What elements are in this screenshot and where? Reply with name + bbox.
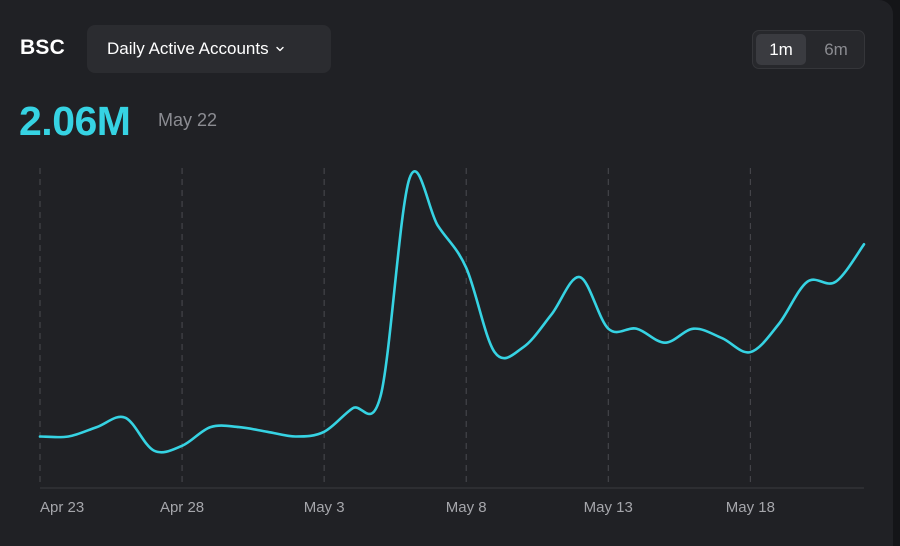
data-point[interactable] xyxy=(121,414,129,422)
page-edge xyxy=(893,0,900,546)
data-point[interactable] xyxy=(93,423,101,431)
x-axis-ticks: Apr 23 Apr 28 May 3 May 8 May 13 May 18 xyxy=(40,499,775,516)
data-point[interactable] xyxy=(576,273,584,281)
series-line xyxy=(38,170,866,454)
data-point[interactable] xyxy=(235,423,243,431)
data-point[interactable] xyxy=(206,423,214,431)
data-point[interactable] xyxy=(64,432,72,440)
metric-dropdown-label: Daily Active Accounts xyxy=(107,39,269,58)
chart-grid xyxy=(39,168,751,482)
metric-dropdown[interactable]: Daily Active Accounts xyxy=(87,25,331,73)
data-point[interactable] xyxy=(349,404,357,412)
data-point[interactable] xyxy=(661,339,669,347)
data-point[interactable] xyxy=(860,240,868,248)
data-point[interactable] xyxy=(150,447,158,455)
data-point[interactable] xyxy=(405,175,413,183)
data-point[interactable] xyxy=(718,334,726,342)
data-point[interactable] xyxy=(633,325,641,333)
current-value-date: May 22 xyxy=(158,110,218,130)
chain-label: BSC xyxy=(20,36,65,59)
data-point[interactable] xyxy=(491,348,499,356)
data-point[interactable] xyxy=(178,442,186,450)
range-6m-button[interactable]: 6m xyxy=(824,39,848,59)
data-point[interactable] xyxy=(377,390,385,398)
data-point[interactable] xyxy=(746,348,754,356)
data-point[interactable] xyxy=(434,222,442,230)
current-value: 2.06M xyxy=(19,98,131,144)
series-points xyxy=(36,175,868,455)
data-point[interactable] xyxy=(690,325,698,333)
range-toggle: 1m 6m xyxy=(752,30,865,69)
data-point[interactable] xyxy=(832,278,840,286)
x-tick-label: May 8 xyxy=(446,499,487,516)
chevron-down-icon xyxy=(275,46,284,52)
data-point[interactable] xyxy=(519,343,527,351)
data-point[interactable] xyxy=(547,311,555,319)
x-tick-label: May 3 xyxy=(304,499,345,516)
x-tick-label: Apr 28 xyxy=(160,499,204,516)
x-tick-label: May 18 xyxy=(726,499,775,516)
data-point[interactable] xyxy=(803,278,811,286)
data-point[interactable] xyxy=(462,264,470,272)
data-point[interactable] xyxy=(775,320,783,328)
x-tick-label: Apr 23 xyxy=(40,499,84,516)
data-point[interactable] xyxy=(263,428,271,436)
range-1m-button[interactable]: 1m xyxy=(756,34,806,65)
data-point[interactable] xyxy=(292,432,300,440)
data-point[interactable] xyxy=(36,432,44,440)
data-point[interactable] xyxy=(604,325,612,333)
x-tick-label: May 13 xyxy=(584,499,633,516)
data-point[interactable] xyxy=(320,428,328,436)
